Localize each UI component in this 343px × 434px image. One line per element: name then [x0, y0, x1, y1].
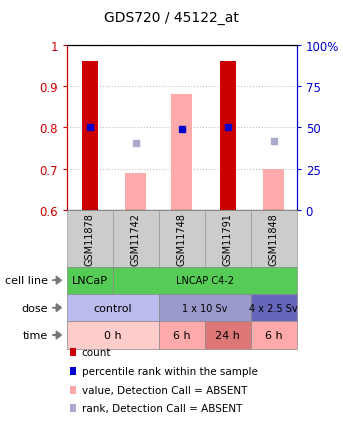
Text: value, Detection Call = ABSENT: value, Detection Call = ABSENT [82, 385, 247, 395]
Text: 1 x 10 Sv: 1 x 10 Sv [182, 303, 227, 313]
Text: GSM11848: GSM11848 [269, 212, 279, 265]
Bar [220, 62, 236, 210]
Text: time: time [23, 330, 48, 340]
Text: 0 h: 0 h [104, 330, 122, 340]
Bar [172, 95, 192, 210]
Text: dose: dose [22, 303, 48, 313]
Text: percentile rank within the sample: percentile rank within the sample [82, 366, 258, 376]
Bar [126, 173, 146, 210]
Bar [263, 169, 284, 210]
Text: 6 h: 6 h [173, 330, 191, 340]
Text: GSM11742: GSM11742 [131, 212, 141, 265]
Text: control: control [94, 303, 132, 313]
Text: LNCaP: LNCaP [72, 276, 108, 286]
Text: GDS720 / 45122_at: GDS720 / 45122_at [104, 11, 239, 25]
Text: 4 x 2.5 Sv: 4 x 2.5 Sv [249, 303, 298, 313]
Text: 6 h: 6 h [265, 330, 283, 340]
Text: count: count [82, 348, 111, 357]
Text: LNCAP C4-2: LNCAP C4-2 [176, 276, 234, 286]
Text: GSM11878: GSM11878 [85, 212, 95, 265]
Text: GSM11791: GSM11791 [223, 212, 233, 265]
Text: rank, Detection Call = ABSENT: rank, Detection Call = ABSENT [82, 404, 242, 413]
Text: GSM11748: GSM11748 [177, 212, 187, 265]
Bar [82, 62, 98, 210]
Text: cell line: cell line [5, 276, 48, 286]
Text: 24 h: 24 h [215, 330, 240, 340]
